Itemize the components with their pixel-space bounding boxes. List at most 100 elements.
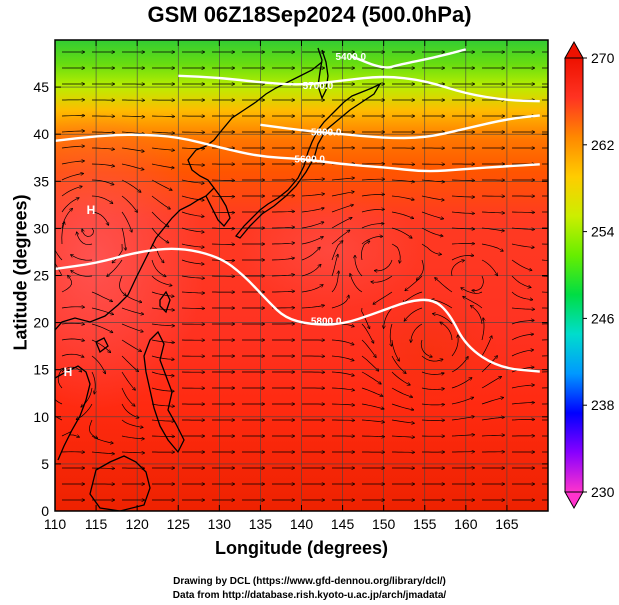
streamline [451, 196, 474, 197]
streamline [391, 371, 410, 385]
contour-label: 5700.0 [303, 81, 334, 92]
x-tick-label: 110 [44, 516, 67, 532]
x-tick-label: 125 [167, 516, 191, 532]
streamline [361, 387, 383, 396]
streamline [361, 236, 383, 245]
contour-line [260, 114, 540, 140]
x-tick-label: 140 [290, 516, 314, 532]
streamline [451, 260, 465, 277]
streamline [481, 227, 504, 231]
streamline [482, 318, 484, 341]
streamline [331, 192, 354, 197]
streamline [361, 419, 384, 422]
wind-streamlines [55, 52, 548, 500]
streamline [511, 228, 534, 230]
streamline [472, 275, 484, 291]
contour-line [350, 48, 467, 69]
streamline [403, 291, 423, 303]
contour-line [55, 133, 540, 173]
streamline [451, 417, 474, 421]
x-tick-label: 135 [249, 516, 273, 532]
streamline [121, 195, 137, 212]
contour-label: 5600.0 [294, 155, 325, 166]
streamline [151, 371, 174, 376]
contour-line [178, 74, 540, 103]
streamline [361, 307, 370, 329]
streamline [451, 243, 474, 244]
x-tick-label: 165 [495, 516, 519, 532]
streamline [57, 368, 63, 389]
streamline [61, 339, 84, 341]
streamline [91, 451, 114, 454]
streamline [481, 356, 497, 373]
streamline [331, 355, 354, 361]
streamline [350, 274, 363, 293]
streamline [121, 116, 144, 117]
coastline-sakhalin [317, 47, 329, 100]
coastline-korea [205, 187, 231, 227]
streamline [481, 336, 492, 357]
streamline [151, 116, 174, 117]
streamline [211, 228, 234, 229]
streamline [91, 307, 113, 315]
streamline [151, 259, 166, 277]
streamline [511, 334, 533, 341]
streamline [61, 161, 84, 165]
streamline [451, 255, 474, 261]
streamline [121, 291, 142, 302]
streamline [361, 323, 374, 343]
streamline [151, 323, 174, 326]
streamline [121, 307, 144, 314]
streamline [421, 227, 443, 236]
streamline [112, 243, 123, 263]
streamline [61, 276, 72, 293]
streamline [121, 131, 144, 134]
streamline [451, 357, 468, 373]
streamline [511, 308, 534, 309]
coastline-borneo [89, 455, 151, 511]
streamline [451, 211, 474, 214]
streamline [481, 212, 504, 213]
streamline [151, 211, 169, 227]
streamline [121, 179, 141, 192]
streamline [61, 174, 83, 181]
coastline-vietnam [55, 365, 91, 461]
streamline [121, 227, 126, 250]
streamline [301, 265, 321, 277]
streamline [91, 435, 113, 443]
streamline [511, 291, 533, 300]
streamline [421, 195, 444, 200]
colorbar-tick-label: 230 [591, 484, 615, 500]
streamline [271, 258, 294, 261]
streamline [55, 415, 63, 421]
x-tick-label: 115 [85, 516, 108, 532]
colorbar-tick-label: 254 [591, 224, 615, 240]
streamline [541, 275, 548, 277]
streamline [451, 397, 473, 405]
streamline [433, 314, 453, 325]
streamline [91, 195, 113, 203]
streamline [331, 241, 343, 261]
streamline [181, 227, 204, 232]
colorbar: 230 238 246 254 262 270 [564, 40, 615, 510]
contour-label: 5800.0 [311, 127, 342, 138]
coastline-hainan [95, 337, 109, 354]
colorbar-bottom-arrow [564, 491, 584, 510]
streamline [272, 211, 294, 212]
streamline [151, 436, 174, 437]
streamline [151, 179, 172, 190]
streamline [361, 241, 370, 261]
streamline [481, 243, 503, 251]
streamline [181, 164, 204, 165]
streamline [411, 323, 423, 342]
streamline [361, 194, 384, 197]
streamline [451, 378, 472, 389]
colorbar-tick-label: 246 [591, 310, 615, 326]
streamline [151, 355, 174, 360]
y-tick-label: 20 [33, 315, 49, 331]
streamline [435, 278, 453, 293]
streamline [61, 307, 84, 308]
streamline [181, 243, 204, 247]
warm-anomaly-west [55, 110, 205, 410]
